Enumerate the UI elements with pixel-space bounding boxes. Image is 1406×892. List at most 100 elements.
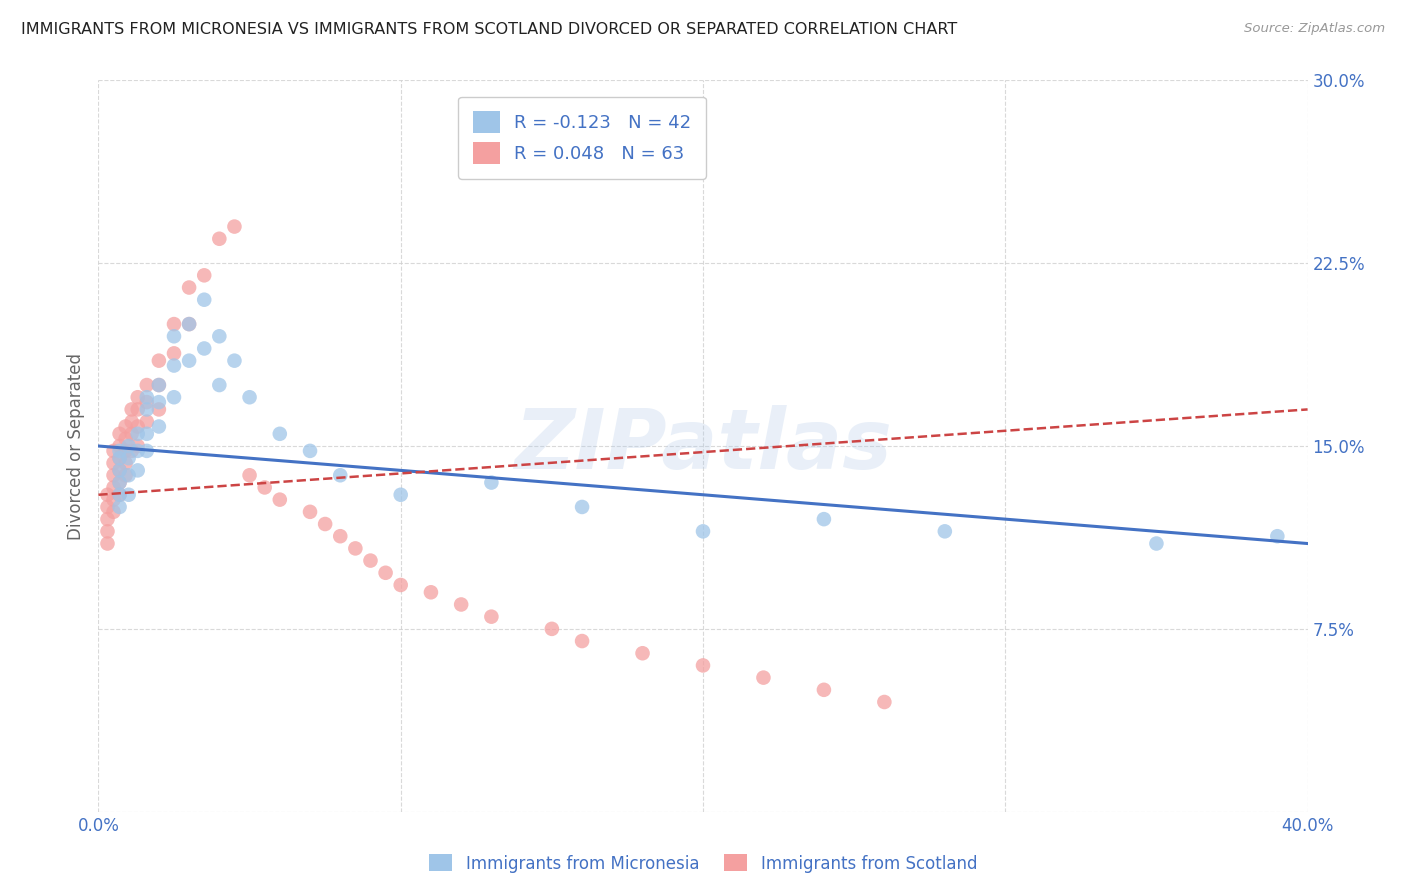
- Point: [813, 512, 835, 526]
- Y-axis label: Divorced or Separated: Divorced or Separated: [66, 352, 84, 540]
- Point: [96, 488, 118, 502]
- Point: [114, 456, 136, 470]
- Point: [540, 622, 562, 636]
- Point: [135, 390, 157, 404]
- Point: [121, 443, 143, 458]
- Point: [121, 426, 143, 441]
- Point: [360, 553, 382, 567]
- Point: [135, 402, 157, 417]
- Point: [329, 468, 352, 483]
- Point: [389, 488, 412, 502]
- Point: [208, 329, 231, 343]
- Point: [179, 280, 201, 294]
- Point: [163, 346, 186, 360]
- Point: [127, 439, 149, 453]
- Point: [135, 415, 157, 429]
- Text: IMMIGRANTS FROM MICRONESIA VS IMMIGRANTS FROM SCOTLAND DIVORCED OR SEPARATED COR: IMMIGRANTS FROM MICRONESIA VS IMMIGRANTS…: [21, 22, 957, 37]
- Point: [179, 317, 201, 331]
- Point: [135, 443, 157, 458]
- Point: [571, 500, 593, 514]
- Point: [118, 439, 141, 453]
- Point: [127, 463, 149, 477]
- Point: [103, 492, 125, 507]
- Point: [389, 578, 412, 592]
- Point: [103, 443, 125, 458]
- Point: [103, 456, 125, 470]
- Point: [299, 443, 322, 458]
- Point: [103, 505, 125, 519]
- Legend: R = -0.123   N = 42, R = 0.048   N = 63: R = -0.123 N = 42, R = 0.048 N = 63: [458, 96, 706, 178]
- Point: [420, 585, 443, 599]
- Point: [692, 658, 714, 673]
- Point: [96, 512, 118, 526]
- Point: [96, 524, 118, 539]
- Point: [127, 443, 149, 458]
- Point: [193, 342, 215, 356]
- Point: [114, 419, 136, 434]
- Point: [108, 443, 131, 458]
- Point: [118, 488, 141, 502]
- Point: [179, 353, 201, 368]
- Point: [208, 232, 231, 246]
- Point: [314, 516, 336, 531]
- Point: [179, 317, 201, 331]
- Point: [450, 598, 472, 612]
- Point: [224, 353, 246, 368]
- Point: [481, 609, 503, 624]
- Point: [103, 468, 125, 483]
- Point: [118, 468, 141, 483]
- Point: [135, 378, 157, 392]
- Point: [239, 390, 262, 404]
- Point: [148, 395, 170, 409]
- Point: [163, 359, 186, 373]
- Point: [108, 475, 131, 490]
- Point: [239, 468, 262, 483]
- Point: [344, 541, 367, 556]
- Point: [224, 219, 246, 234]
- Point: [1144, 536, 1167, 550]
- Point: [208, 378, 231, 392]
- Point: [127, 419, 149, 434]
- Point: [114, 443, 136, 458]
- Point: [108, 463, 131, 477]
- Point: [193, 293, 215, 307]
- Text: ZIPatlas: ZIPatlas: [515, 406, 891, 486]
- Point: [253, 480, 276, 494]
- Point: [148, 402, 170, 417]
- Point: [108, 439, 131, 453]
- Point: [163, 329, 186, 343]
- Point: [148, 353, 170, 368]
- Point: [934, 524, 956, 539]
- Point: [114, 432, 136, 446]
- Point: [127, 426, 149, 441]
- Legend: Immigrants from Micronesia, Immigrants from Scotland: Immigrants from Micronesia, Immigrants f…: [422, 847, 984, 880]
- Point: [135, 395, 157, 409]
- Point: [108, 475, 131, 490]
- Point: [127, 402, 149, 417]
- Point: [103, 480, 125, 494]
- Point: [752, 671, 775, 685]
- Point: [148, 378, 170, 392]
- Point: [481, 475, 503, 490]
- Point: [269, 426, 291, 441]
- Point: [299, 505, 322, 519]
- Point: [108, 488, 131, 502]
- Point: [121, 415, 143, 429]
- Point: [1267, 529, 1289, 543]
- Point: [631, 646, 654, 660]
- Point: [329, 529, 352, 543]
- Point: [571, 634, 593, 648]
- Point: [148, 419, 170, 434]
- Point: [121, 402, 143, 417]
- Point: [148, 378, 170, 392]
- Point: [108, 451, 131, 466]
- Text: Source: ZipAtlas.com: Source: ZipAtlas.com: [1244, 22, 1385, 36]
- Point: [692, 524, 714, 539]
- Point: [96, 500, 118, 514]
- Point: [163, 317, 186, 331]
- Point: [135, 426, 157, 441]
- Point: [873, 695, 896, 709]
- Point: [108, 463, 131, 477]
- Point: [96, 536, 118, 550]
- Point: [813, 682, 835, 697]
